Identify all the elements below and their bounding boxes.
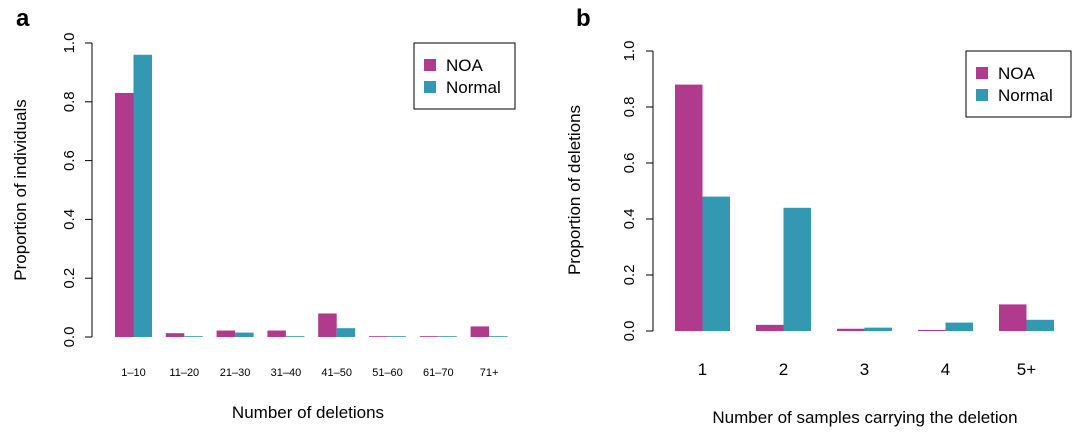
panel-b-bar-noa-4: [999, 304, 1027, 331]
panel-a-bar-normal-2: [235, 332, 254, 337]
panel-a-bar-noa-7: [470, 326, 490, 337]
panel-b-x-tick-label: 2: [779, 360, 788, 379]
panel-b-bar-normal-0: [702, 196, 730, 331]
panel-b-bar-normal-1: [783, 207, 811, 331]
panel-a-x-tick-label: 21–30: [220, 367, 251, 379]
panel-a-bar-normal-3: [285, 336, 305, 337]
panel-b-y-tick-label: 0.8: [621, 97, 638, 118]
panel-a-y-tick-label: 0.4: [61, 209, 78, 230]
panel-a-y-tick-label: 0.2: [61, 268, 78, 289]
panel-a-x-tick-label: 11–20: [169, 367, 199, 379]
panel-a-bar-normal-0: [133, 54, 152, 337]
panel-a-bar-noa-5: [369, 336, 388, 337]
panel-a-y-axis-title: Proportion of individuals: [11, 99, 30, 280]
panel-a-x-tick-label: 31–40: [271, 367, 302, 379]
panel-a-bar-normal-7: [489, 336, 508, 337]
panel-a-bar-normal-1: [184, 336, 203, 337]
panel-b-bar-normal-3: [945, 322, 973, 331]
panel-a-legend-box: [413, 42, 516, 110]
panel-b-y-axis-title: Proportion of deletions: [565, 105, 584, 275]
panel-a-x-tick-label: 41–50: [321, 367, 352, 379]
panel-a-legend-label-normal: Normal: [446, 78, 501, 97]
panel-b-x-axis-title: Number of samples carrying the deletion: [712, 408, 1017, 427]
panel-a-legend-swatch-normal: [424, 81, 436, 93]
panel-a-bar-noa-1: [165, 333, 185, 337]
panel-a-x-ticks: 1–10 11–20 21–30 31–40 41–50 51–60 61–70 71+: [121, 367, 498, 379]
panel-a-bars: [115, 54, 508, 337]
panel-b-bar-noa-2: [837, 328, 865, 331]
panel-b-x-tick-label: 5+: [1017, 360, 1036, 379]
panel-b-bars: [675, 84, 1054, 331]
panel-a-legend-label-noa: NOA: [446, 56, 484, 75]
panel-a-bar-noa-2: [216, 330, 236, 337]
panel-a-bar-noa-6: [419, 336, 439, 337]
panel-b-y-tick-label: 1.0: [621, 41, 638, 62]
panel-b-y-tick-label: 0.0: [621, 321, 638, 342]
panel-a-y-tick-label: 1.0: [61, 33, 78, 54]
panel-a-bar-normal-4: [336, 328, 356, 337]
panel-a-letter: a: [16, 5, 30, 32]
panel-b-x-tick-label: 1: [698, 360, 707, 379]
panel-a-bar-normal-6: [438, 336, 457, 337]
panel-a-bar-noa-3: [267, 330, 286, 337]
panel-b-legend-swatch-normal: [976, 89, 988, 101]
panel-b-bar-normal-2: [864, 327, 892, 331]
panel-b-bar-noa-0: [675, 84, 703, 331]
panel-a-y-tick-label: 0.6: [61, 150, 78, 171]
panel-b-x-tick-label: 3: [860, 360, 869, 379]
panel-a-x-tick-label: 71+: [480, 367, 499, 379]
panel-b-bar-noa-3: [918, 329, 946, 331]
panel-b-legend-label-normal: Normal: [998, 86, 1053, 105]
panel-a-bar-noa-0: [115, 92, 134, 337]
panel-a-legend-swatch-noa: [424, 59, 436, 71]
panel-b-y-tick-label: 0.2: [621, 265, 638, 286]
panel-a-x-tick-label: 1–10: [121, 367, 145, 379]
panel-a: a 0.0 0.2 0.4 0.6 0.8 1.0 1–10 11–20 21–30 31–40…: [11, 5, 516, 422]
panel-b-y-tick-label: 0.4: [621, 209, 638, 230]
panel-a-legend: NOA Normal: [413, 42, 516, 110]
panel-b-bar-normal-4: [1026, 319, 1054, 331]
panel-b-legend-box: [965, 50, 1072, 118]
panel-b-y-ticks: 0.0 0.2 0.4 0.6 0.8 1.0: [621, 41, 653, 342]
panel-a-x-tick-label: 61–70: [423, 367, 454, 379]
panel-a-x-axis-title: Number of deletions: [232, 403, 384, 422]
panel-a-bar-noa-4: [318, 313, 337, 337]
panel-a-y-ticks: 0.0 0.2 0.4 0.6 0.8 1.0: [61, 33, 92, 348]
panel-b-bar-noa-1: [756, 324, 784, 331]
panel-a-x-tick-label: 51–60: [372, 367, 403, 379]
panel-b-legend-label-noa: NOA: [998, 64, 1036, 83]
panel-a-y-tick-label: 0.8: [61, 91, 78, 112]
panel-b-y-tick-label: 0.6: [621, 153, 638, 174]
panel-a-bar-normal-5: [387, 336, 406, 337]
panel-b: b 0.0 0.2 0.4 0.6 0.8 1.0 1 2 3 4 5+ Number of sa…: [565, 5, 1072, 427]
panel-b-x-tick-label: 4: [941, 360, 950, 379]
panel-b-legend: NOA Normal: [965, 50, 1072, 118]
panel-b-letter: b: [576, 5, 591, 32]
panel-b-legend-swatch-noa: [976, 67, 988, 79]
panel-a-y-tick-label: 0.0: [61, 327, 78, 348]
panel-b-x-ticks: 1 2 3 4 5+: [698, 360, 1036, 379]
